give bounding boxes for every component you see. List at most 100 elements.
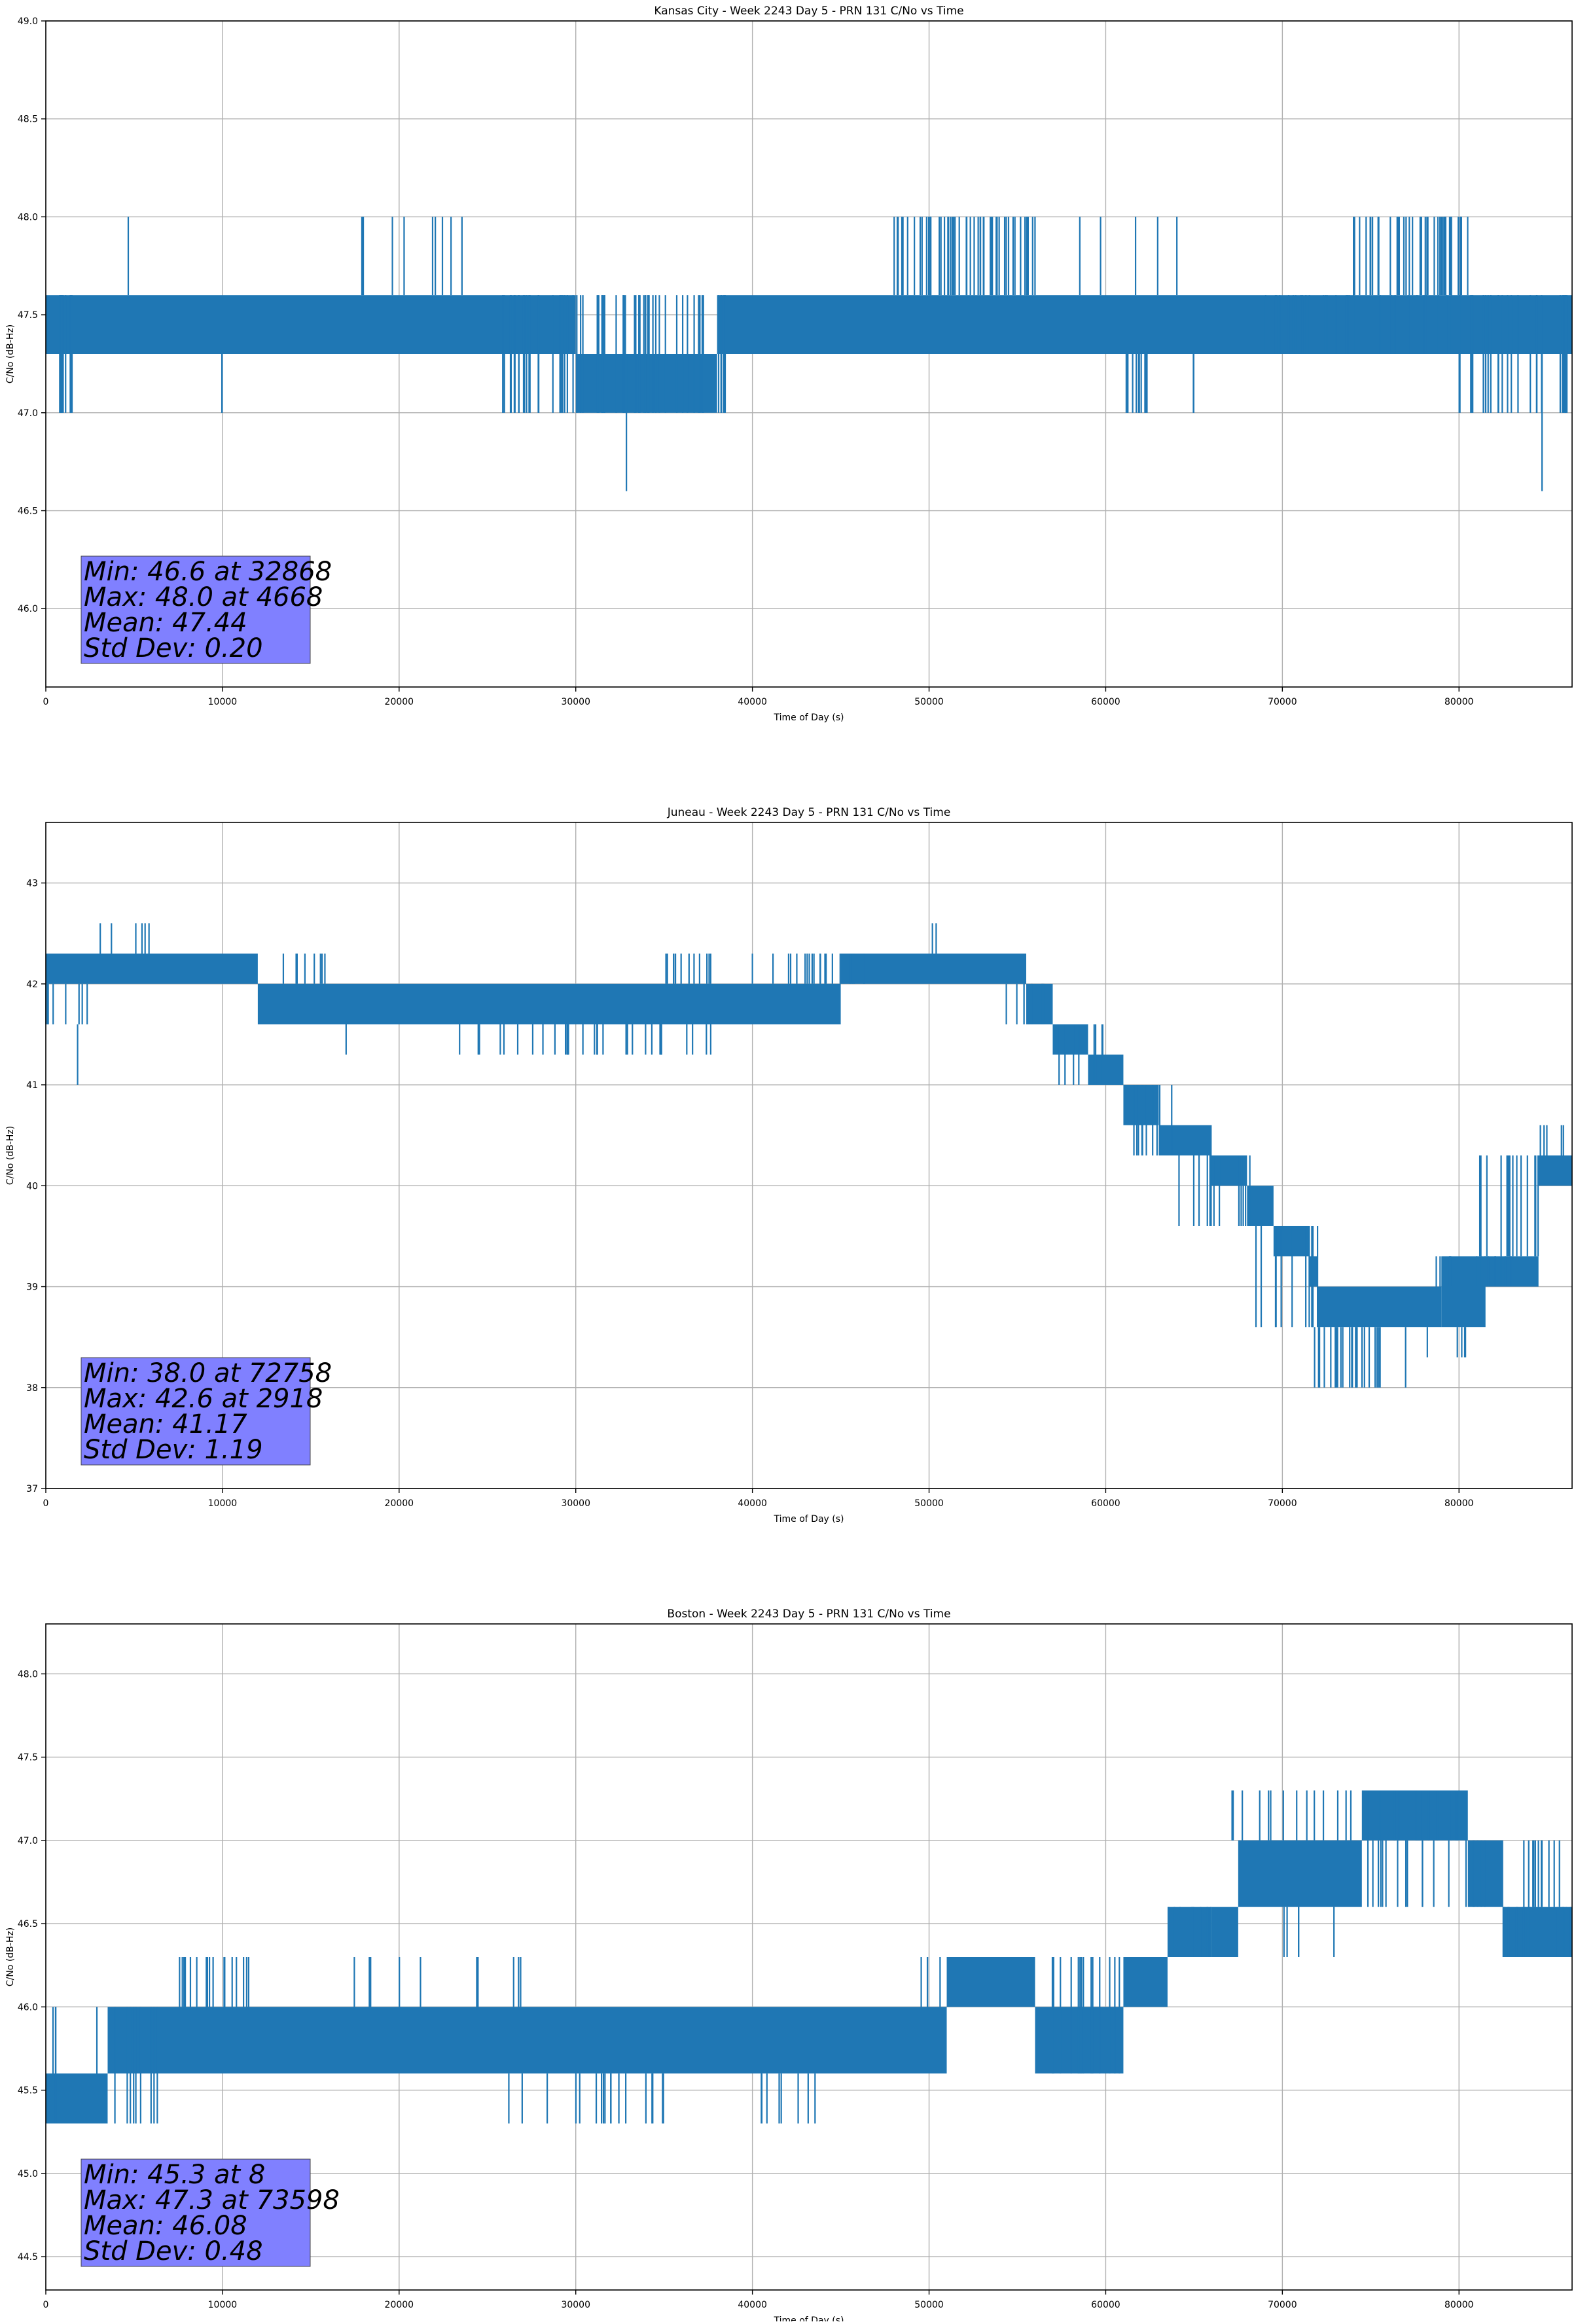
y-tick-label: 48.0 bbox=[18, 1669, 38, 1680]
stats-line: Min: 46.6 at 32868 bbox=[84, 557, 332, 587]
y-tick-label: 42 bbox=[26, 979, 38, 990]
y-tick-label: 41 bbox=[26, 1080, 38, 1091]
stats-box bbox=[81, 1357, 311, 1466]
stats-line: Max: 48.0 at 4668 bbox=[84, 582, 323, 612]
y-tick-label: 37 bbox=[26, 1484, 38, 1494]
data-band bbox=[1123, 1085, 1159, 1125]
x-tick-label: 40000 bbox=[738, 697, 767, 707]
data-band bbox=[1441, 1256, 1486, 1328]
y-tick-label: 48.0 bbox=[18, 212, 38, 222]
y-tick-label: 46.5 bbox=[18, 506, 38, 517]
x-tick-label: 10000 bbox=[208, 697, 238, 707]
chart-panel: 0 10000 20000 30000 40000 50000 60000 70000 8000… bbox=[5, 1608, 1573, 2324]
x-tick-label: 10000 bbox=[208, 2300, 238, 2310]
data-band bbox=[1238, 1840, 1362, 1907]
x-tick-label: 40000 bbox=[738, 1498, 767, 1509]
data-series bbox=[46, 217, 1572, 491]
axes-frame bbox=[45, 822, 1573, 1489]
stats-line: Max: 42.6 at 2918 bbox=[84, 1384, 323, 1414]
x-tick-label: 50000 bbox=[914, 697, 944, 707]
x-tick-label: 50000 bbox=[914, 2300, 944, 2310]
y-axis-label: C/No (dB-Hz) bbox=[5, 325, 16, 383]
y-tick-label: 44.5 bbox=[18, 2252, 38, 2262]
x-tick-label: 80000 bbox=[1444, 697, 1474, 707]
data-band bbox=[1485, 1256, 1539, 1287]
x-tick-label: 40000 bbox=[738, 2300, 767, 2310]
stats-box bbox=[81, 2158, 311, 2267]
x-tick-label: 60000 bbox=[1091, 2300, 1120, 2310]
axes-frame bbox=[45, 20, 1573, 688]
data-band bbox=[1538, 1155, 1572, 1186]
data-band bbox=[1088, 1054, 1124, 1085]
y-axis-label: C/No (dB-Hz) bbox=[5, 1928, 16, 1986]
stats-line: Mean: 47.44 bbox=[84, 608, 247, 638]
x-axis-label: Time of Day (s) bbox=[774, 1514, 844, 1524]
x-tick-label: 20000 bbox=[385, 2300, 414, 2310]
stats-line: Min: 45.3 at 8 bbox=[84, 2160, 265, 2190]
y-tick-label: 40 bbox=[26, 1181, 38, 1191]
y-tick-label: 46.5 bbox=[18, 1919, 38, 1929]
x-axis-label: Time of Day (s) bbox=[774, 2315, 844, 2321]
data-band bbox=[1158, 1125, 1212, 1155]
x-tick-label: 80000 bbox=[1444, 1498, 1474, 1509]
data-band bbox=[257, 983, 841, 1025]
y-tick-label: 47.0 bbox=[18, 408, 38, 419]
x-tick-label: 20000 bbox=[385, 697, 414, 707]
y-tick-label: 45.0 bbox=[18, 2169, 38, 2179]
x-tick-label: 60000 bbox=[1091, 697, 1120, 707]
x-tick-label: 0 bbox=[43, 2300, 49, 2310]
data-band bbox=[1317, 1286, 1442, 1328]
chart-title: Juneau - Week 2243 Day 5 - PRN 131 C/No … bbox=[667, 806, 951, 819]
x-tick-label: 0 bbox=[43, 1498, 49, 1509]
y-tick-label: 43 bbox=[26, 879, 38, 889]
axes-frame bbox=[45, 1623, 1573, 2291]
y-tick-label: 38 bbox=[26, 1383, 38, 1394]
stats-line: Mean: 41.17 bbox=[84, 1409, 247, 1439]
data-series bbox=[45, 923, 1572, 1388]
x-tick-label: 80000 bbox=[1444, 2300, 1474, 2310]
data-band bbox=[1123, 1957, 1168, 2007]
y-tick-label: 48.5 bbox=[18, 114, 38, 125]
chart-title: Kansas City - Week 2243 Day 5 - PRN 131 … bbox=[654, 5, 963, 18]
y-tick-label: 46.0 bbox=[18, 2002, 38, 2013]
data-band bbox=[717, 295, 1572, 354]
data-band bbox=[1052, 1024, 1088, 1055]
y-tick-label: 49.0 bbox=[18, 16, 38, 27]
data-band bbox=[840, 953, 1026, 984]
data-band bbox=[1503, 1907, 1572, 1957]
y-tick-label: 46.0 bbox=[18, 604, 38, 614]
x-axis-label: Time of Day (s) bbox=[774, 713, 844, 723]
data-band bbox=[46, 953, 258, 984]
x-tick-label: 70000 bbox=[1268, 697, 1297, 707]
data-band bbox=[946, 1957, 1035, 2007]
stats-line: Std Dev: 1.19 bbox=[84, 1435, 263, 1465]
data-band bbox=[1026, 983, 1053, 1025]
data-band bbox=[1211, 1907, 1238, 1957]
x-tick-label: 20000 bbox=[385, 1498, 414, 1509]
data-band bbox=[1361, 1790, 1468, 1840]
x-tick-label: 70000 bbox=[1268, 1498, 1297, 1509]
x-tick-label: 30000 bbox=[561, 1498, 590, 1509]
y-tick-label: 39 bbox=[26, 1282, 38, 1293]
y-tick-label: 47.5 bbox=[18, 310, 38, 321]
stats-line: Std Dev: 0.48 bbox=[84, 2236, 263, 2266]
x-tick-label: 60000 bbox=[1091, 1498, 1120, 1509]
chart-panel: 0 10000 20000 30000 40000 50000 60000 70000 8000… bbox=[5, 806, 1573, 1524]
y-tick-label: 47.0 bbox=[18, 1836, 38, 1846]
y-tick-label: 47.5 bbox=[18, 1753, 38, 1763]
x-tick-label: 10000 bbox=[208, 1498, 238, 1509]
stats-line: Std Dev: 0.20 bbox=[84, 633, 263, 663]
y-tick-label: 45.5 bbox=[18, 2086, 38, 2096]
data-series bbox=[46, 1790, 1572, 2124]
x-tick-label: 30000 bbox=[561, 697, 590, 707]
stats-line: Max: 47.3 at 73598 bbox=[84, 2185, 340, 2215]
stats-box bbox=[81, 555, 311, 664]
y-axis-label: C/No (dB-Hz) bbox=[5, 1126, 16, 1185]
data-band bbox=[1247, 1186, 1274, 1226]
data-band bbox=[46, 295, 576, 354]
x-tick-label: 70000 bbox=[1268, 2300, 1297, 2310]
data-band bbox=[1035, 2007, 1124, 2074]
x-tick-label: 0 bbox=[43, 697, 49, 707]
